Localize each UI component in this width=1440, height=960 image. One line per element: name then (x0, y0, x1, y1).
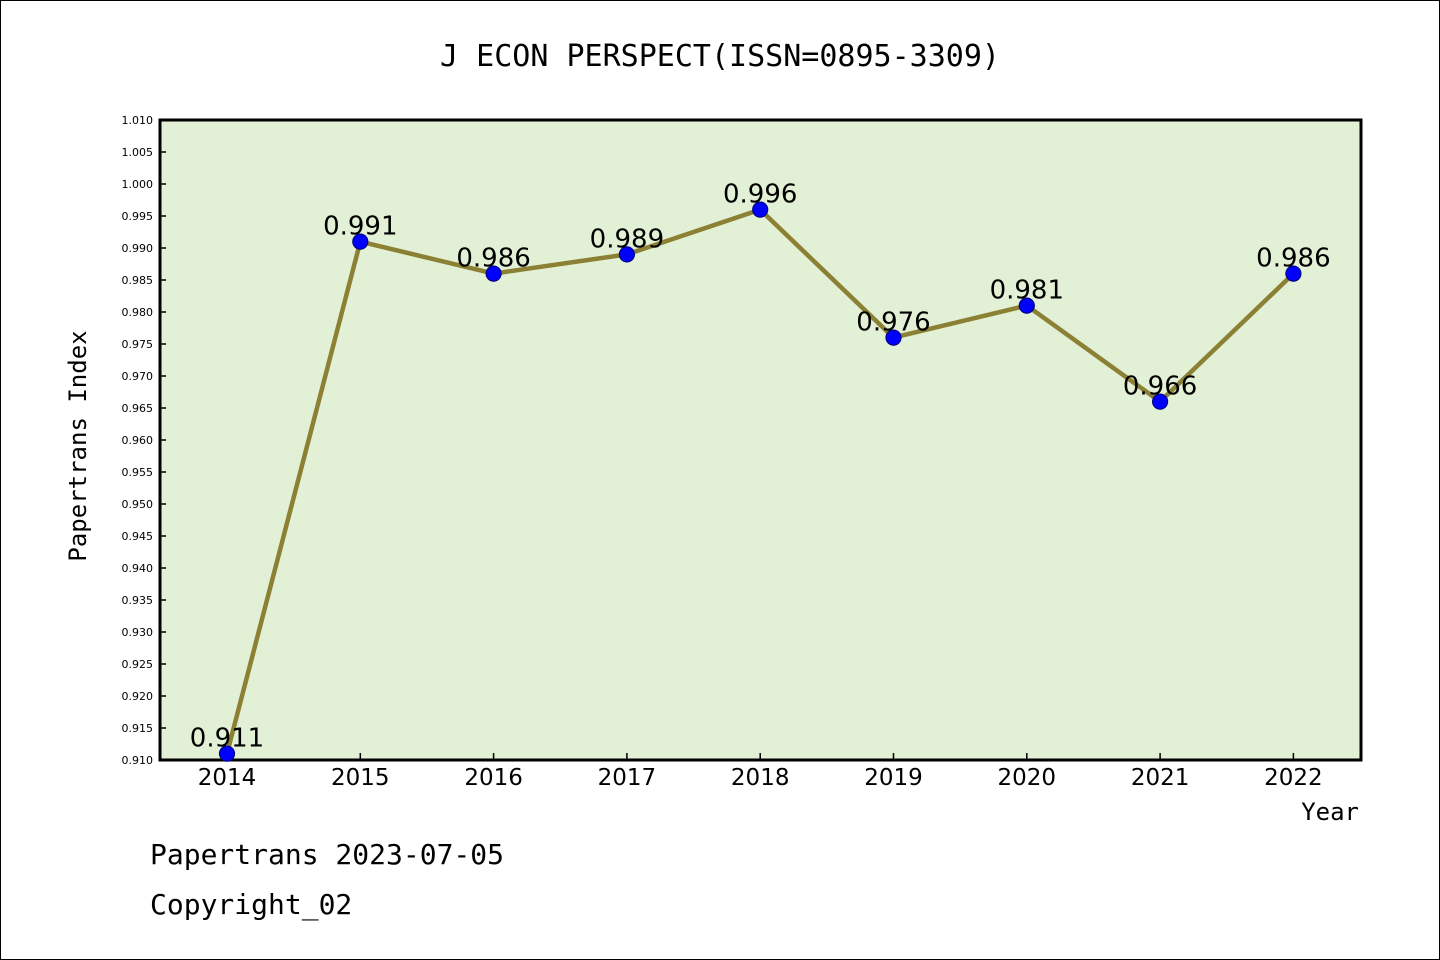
y-tick-label: 0.970 (122, 370, 154, 383)
y-tick-label: 0.985 (122, 274, 154, 287)
data-point (1285, 265, 1302, 282)
footer-copyright: Copyright_02 (150, 888, 352, 922)
x-tick-label: 2021 (1131, 765, 1190, 791)
data-point (1151, 393, 1169, 410)
data-point (752, 201, 769, 218)
x-tick-label: 2019 (864, 765, 923, 791)
y-tick-label: 0.955 (122, 466, 154, 479)
x-tick-label: 2022 (1264, 765, 1323, 791)
y-tick-label: 0.940 (122, 562, 154, 575)
data-label: 0.966 (1123, 372, 1197, 402)
footer-date: Papertrans 2023-07-05 (150, 838, 504, 871)
y-tick-label: 1.000 (122, 178, 154, 191)
data-label: 0.986 (1256, 244, 1330, 274)
data-label: 0.989 (590, 224, 664, 254)
y-tick-label: 0.975 (122, 338, 154, 351)
x-axis: 2014 2015 2016 2017 2018 2019 2020 2021 2022 (198, 753, 1323, 791)
x-tick-label: 2014 (198, 765, 257, 791)
y-tick-label: 0.965 (122, 402, 154, 415)
y-tick-label: 1.010 (122, 114, 154, 127)
data-point (218, 745, 236, 762)
data-point (1018, 297, 1035, 314)
data-point (485, 265, 502, 282)
data-labels: 0.911 0.991 0.986 0.989 0.996 0.976 0.981 0.966… (190, 180, 1331, 754)
series-markers (218, 201, 1302, 762)
y-tick-label: 0.960 (122, 434, 154, 447)
data-point (618, 246, 636, 263)
data-point (352, 233, 369, 250)
plot-area (158, 118, 1363, 762)
data-label: 0.911 (190, 724, 264, 754)
x-tick-label: 2018 (731, 765, 790, 791)
data-label: 0.976 (856, 308, 930, 338)
x-tick-label: 2016 (464, 765, 523, 791)
y-tick-label: 0.980 (122, 306, 154, 319)
y-tick-label: 0.950 (122, 498, 154, 511)
y-axis-title: Papertrans Index (64, 330, 92, 561)
y-tick-label: 0.915 (122, 722, 154, 735)
chart-title: J ECON PERSPECT(ISSN=0895-3309) (440, 39, 1000, 74)
x-axis-title: Year (1301, 798, 1359, 826)
y-tick-label: 0.930 (122, 626, 154, 639)
y-tick-label: 0.910 (122, 754, 154, 767)
y-tick-label: 0.920 (122, 690, 154, 703)
y-axis: 0.910 0.915 0.920 0.925 0.930 0.935 0.940 0.945… (122, 114, 166, 767)
data-point (885, 329, 902, 346)
x-tick-label: 2017 (598, 765, 657, 791)
y-tick-label: 0.990 (122, 242, 154, 255)
y-tick-label: 0.995 (122, 210, 154, 223)
x-tick-label: 2015 (331, 765, 390, 791)
y-tick-label: 0.925 (122, 658, 154, 671)
data-label: 0.981 (990, 276, 1064, 306)
data-label: 0.986 (456, 244, 530, 274)
y-tick-label: 0.945 (122, 530, 154, 543)
y-tick-label: 0.935 (122, 594, 154, 607)
data-label: 0.991 (323, 212, 397, 242)
y-tick-label: 1.005 (122, 146, 154, 159)
data-label: 0.996 (723, 180, 797, 210)
x-tick-label: 2020 (998, 765, 1057, 791)
